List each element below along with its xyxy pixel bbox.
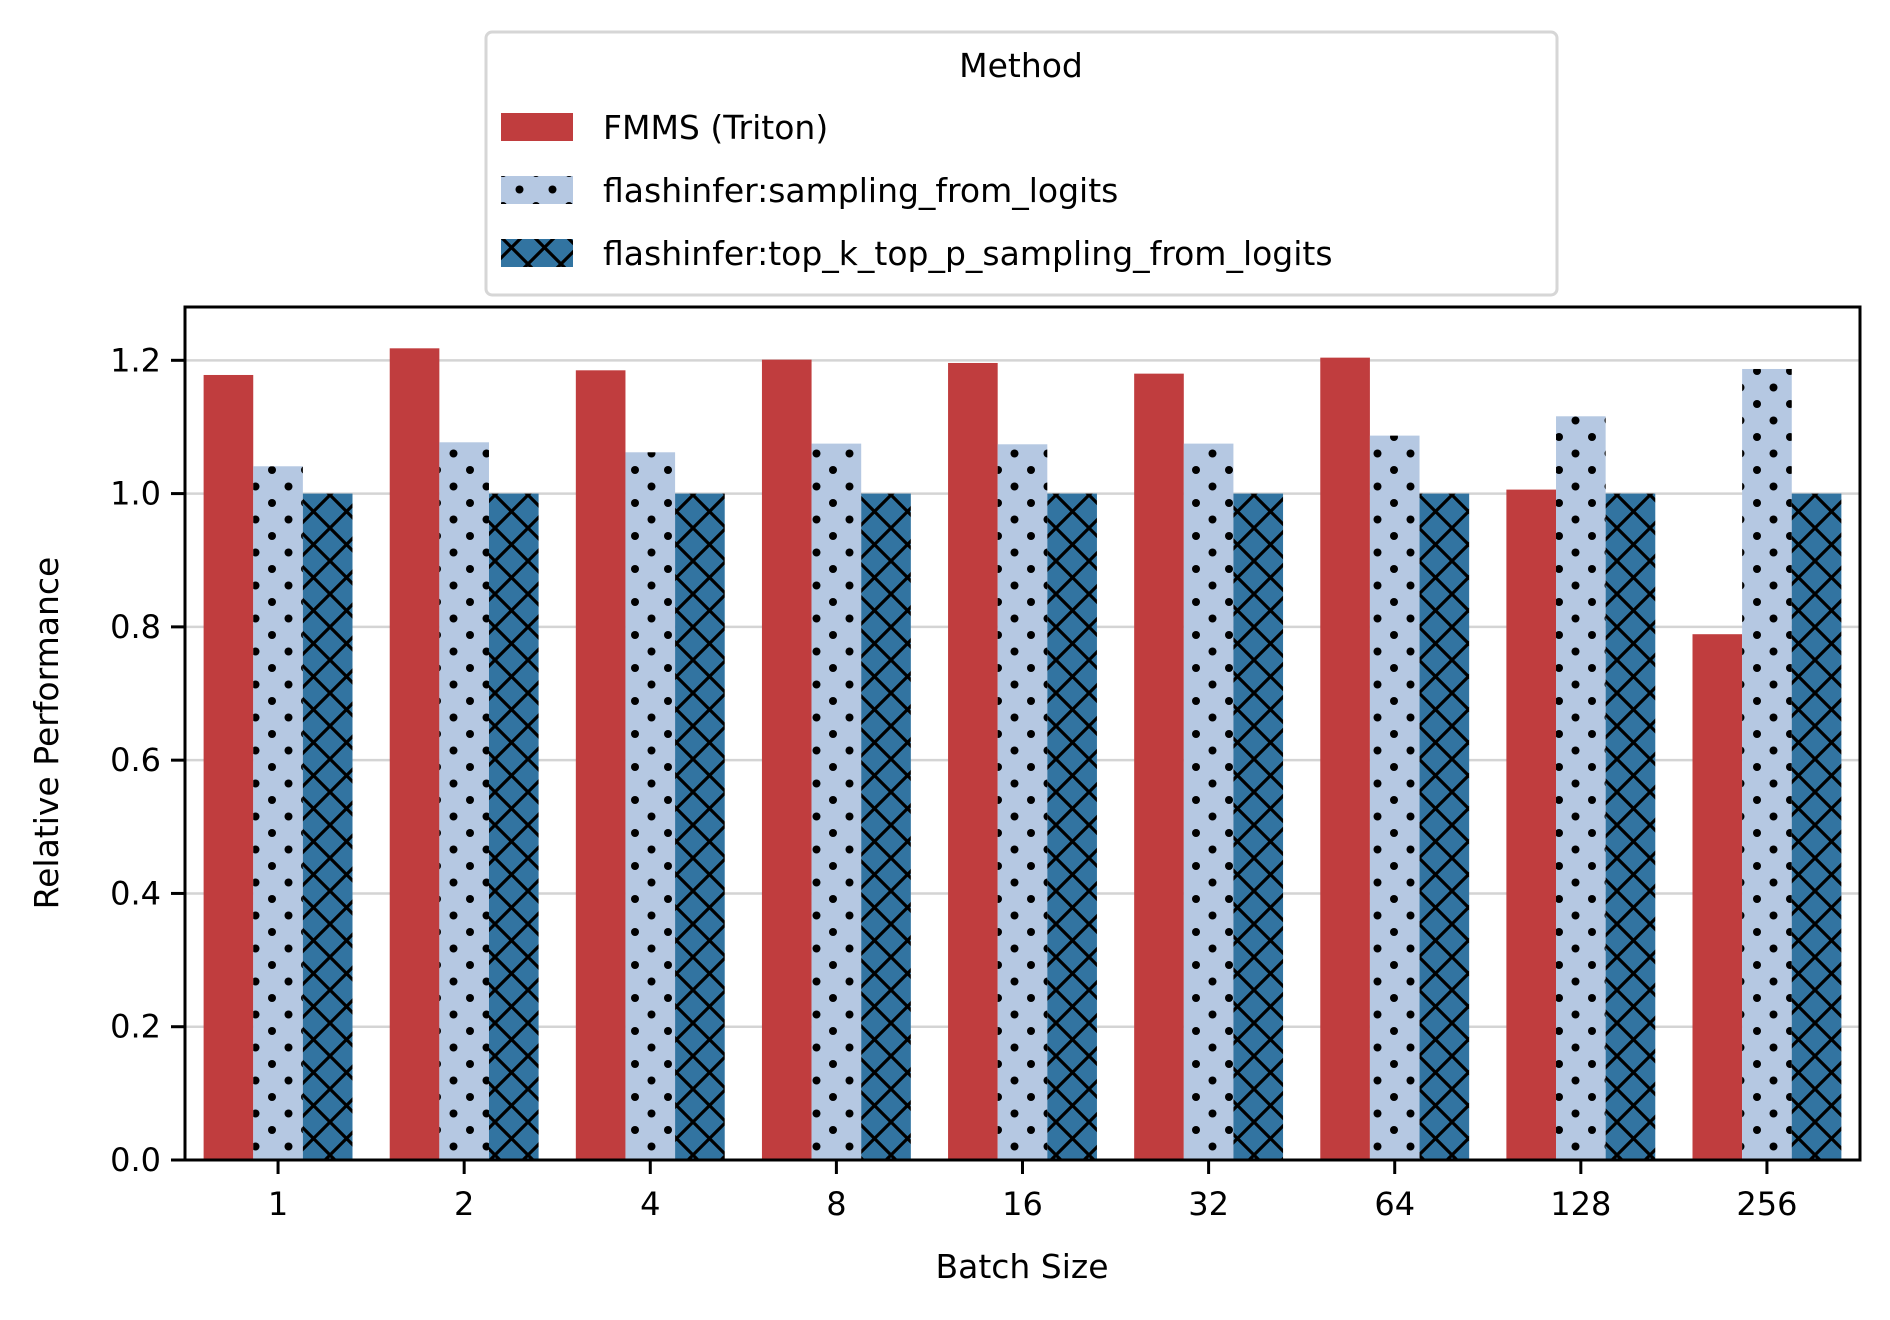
bar-crosshatch-1 [302, 493, 353, 1160]
bar-dots-1 [253, 466, 303, 1160]
legend-entry: flashinfer:sampling_from_logits [501, 171, 1118, 210]
y-tick-label: 0.6 [110, 741, 161, 779]
bar-solid-8 [761, 359, 812, 1160]
bar-crosshatch-256 [1791, 493, 1842, 1160]
y-axis-label: Relative Performance [27, 557, 66, 910]
legend-label: FMMS (Triton) [603, 108, 828, 147]
x-axis-label: Batch Size [935, 1247, 1108, 1286]
bar-solid-16 [948, 362, 998, 1160]
bars [203, 348, 1842, 1161]
bar-dots-8 [811, 443, 862, 1160]
legend: Method FMMS (Triton) flashinfer:sampling_… [484, 30, 1559, 297]
y-tick-label: 0.2 [110, 1008, 161, 1046]
y-axis-ticks: 0.0 0.2 0.4 0.6 0.8 1.0 1.2 [110, 341, 185, 1179]
bar-solid-2 [389, 348, 440, 1160]
x-tick-label: 4 [640, 1185, 660, 1223]
bar-solid-64 [1320, 357, 1370, 1161]
y-tick-label: 0.8 [110, 608, 161, 646]
y-tick-label: 0.0 [110, 1141, 161, 1179]
bar-crosshatch-2 [488, 493, 539, 1160]
bar-dots-128 [1556, 416, 1606, 1160]
legend-swatch-dots [501, 176, 573, 204]
bar-crosshatch-4 [675, 493, 725, 1160]
bar-crosshatch-8 [861, 493, 911, 1160]
x-tick-label: 8 [826, 1185, 846, 1223]
legend-title: Method [959, 46, 1083, 85]
bar-solid-256 [1692, 634, 1743, 1160]
x-tick-label: 256 [1736, 1185, 1797, 1223]
x-tick-label: 64 [1374, 1185, 1415, 1223]
legend-swatch-crosshatch [501, 239, 573, 267]
legend-entry: FMMS (Triton) [501, 108, 828, 147]
bar-crosshatch-64 [1419, 493, 1470, 1160]
x-tick-label: 16 [1002, 1185, 1043, 1223]
legend-frame [484, 30, 1559, 297]
x-tick-label: 2 [454, 1185, 474, 1223]
y-tick-label: 1.0 [110, 475, 161, 513]
bar-crosshatch-16 [1047, 493, 1097, 1160]
bar-crosshatch-32 [1233, 493, 1284, 1160]
x-tick-label: 128 [1550, 1185, 1611, 1223]
bar-solid-32 [1134, 373, 1184, 1160]
bar-dots-2 [439, 442, 489, 1160]
bar-dots-64 [1369, 435, 1420, 1160]
bar-crosshatch-128 [1605, 493, 1656, 1160]
bar-solid-4 [575, 370, 626, 1160]
x-axis-ticks: 1 2 4 8 16 32 64 128 256 [268, 1160, 1797, 1223]
bar-solid-128 [1506, 489, 1557, 1160]
x-tick-label: 1 [268, 1185, 288, 1223]
bar-dots-256 [1742, 368, 1792, 1160]
legend-label: flashinfer:top_k_top_p_sampling_from_log… [603, 234, 1333, 273]
x-tick-label: 32 [1188, 1185, 1229, 1223]
bar-dots-32 [1183, 443, 1234, 1160]
legend-swatch-solid [501, 113, 573, 141]
legend-label: flashinfer:sampling_from_logits [603, 171, 1118, 210]
legend-entry: flashinfer:top_k_top_p_sampling_from_log… [501, 234, 1333, 273]
bar-solid-1 [203, 374, 254, 1160]
bar-dots-4 [625, 452, 676, 1160]
y-tick-label: 1.2 [110, 341, 161, 379]
y-tick-label: 0.4 [110, 874, 161, 912]
bar-dots-16 [997, 444, 1048, 1161]
